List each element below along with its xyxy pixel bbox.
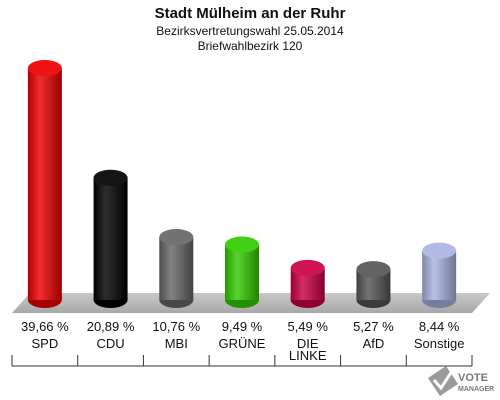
bar-top (159, 229, 194, 246)
category-label-die-linke: DIE LINKE (289, 336, 327, 363)
category-label-gr-ne: GRÜNE (219, 336, 266, 351)
value-label-mbi: 10,76 % (152, 319, 200, 334)
category-label-mbi: MBI (165, 336, 188, 351)
chart-subtitle-district: Briefwahlbezirk 120 (198, 39, 303, 53)
bar-spd (27, 60, 62, 308)
value-label-afd: 5,27 % (353, 319, 394, 334)
bar-mbi (159, 229, 194, 308)
axis-ticks-group (11, 355, 473, 366)
bar-cdu (93, 169, 128, 308)
bar-sonstige (422, 242, 457, 308)
bar-die-linke (290, 259, 325, 308)
bar-body (27, 68, 62, 300)
bar-top (356, 261, 391, 278)
bar-top (27, 60, 62, 76)
category-label-sonstige: Sonstige (414, 336, 465, 351)
logo-text-manager: MANAGER (458, 386, 494, 393)
value-labels-group: 39,66 % 20,89 % 10,76 % 9,49 % 5,49 % 5,27 % 8… (21, 319, 460, 334)
logo-text-vote: VOTE (458, 372, 488, 384)
bar-top (422, 242, 457, 259)
bar-body (225, 244, 259, 300)
bar-gr-ne (225, 236, 259, 308)
chart-subtitle: Bezirksvertretungswahl 25.05.2014 (156, 24, 344, 38)
category-label-spd: SPD (31, 336, 58, 351)
ballot-check-icon (428, 366, 458, 396)
bar-top (225, 236, 259, 253)
value-label-sonstige: 8,44 % (419, 319, 460, 334)
bar-afd (356, 261, 391, 308)
votemanager-logo: VOTE MANAGER (428, 366, 494, 396)
bar-body (93, 177, 128, 300)
category-label-cdu: CDU (96, 336, 124, 351)
category-labels-group: SPD CDU MBI GRÜNE DIE LINKE AfD Sonstige (31, 336, 464, 363)
value-label-spd: 39,66 % (21, 319, 69, 334)
value-label-gr-ne: 9,49 % (222, 319, 263, 334)
bar-top (290, 259, 325, 276)
bar-body (422, 250, 457, 300)
category-label-afd: AfD (363, 336, 385, 351)
bars-group (27, 60, 457, 308)
bar-top (93, 169, 128, 186)
bar-body (159, 237, 194, 300)
value-label-cdu: 20,89 % (87, 319, 135, 334)
chart-title: Stadt Mülheim an der Ruhr (155, 5, 346, 22)
value-label-die-linke: 5,49 % (287, 319, 328, 334)
